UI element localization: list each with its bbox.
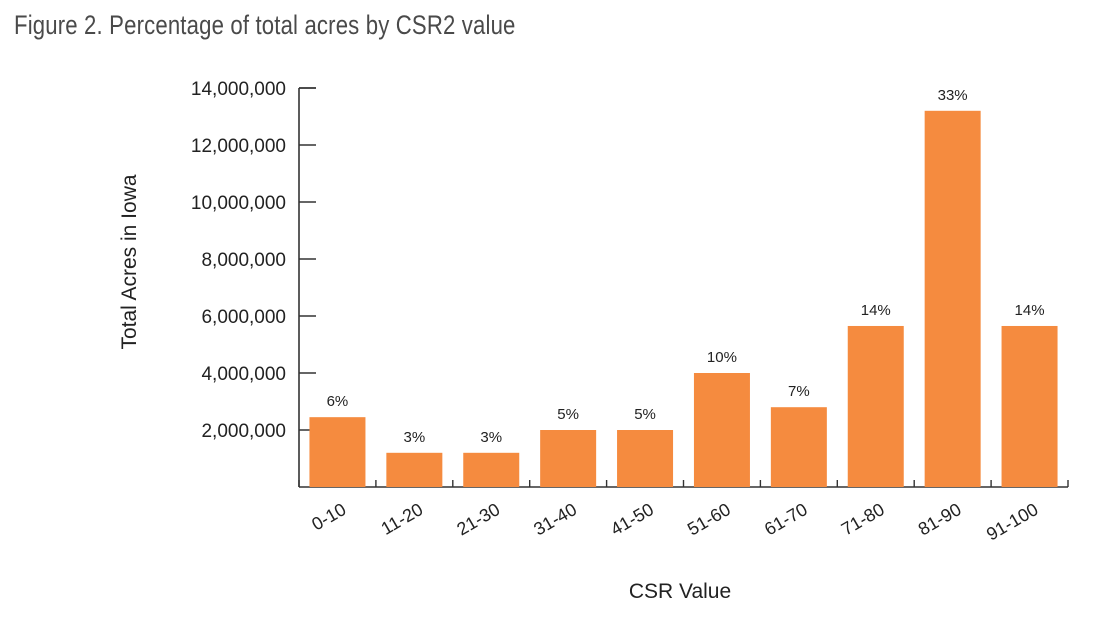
bar <box>463 452 520 487</box>
x-category-label: 31-40 <box>530 499 580 539</box>
bar <box>1001 325 1058 487</box>
x-axis-title: CSR Value <box>629 580 731 603</box>
x-category-label: 61-70 <box>761 499 811 539</box>
bar-data-label: 7% <box>788 383 810 400</box>
y-tick-label: 12,000,000 <box>191 136 286 157</box>
bar-data-label: 3% <box>404 429 426 446</box>
y-axis: 2,000,000 4,000,000 6,000,000 8,000,000 10,0… <box>191 79 316 487</box>
data-labels-group: 6% 3% 3% 5% 5% 10% 7% 14% 33% 14% <box>327 87 1045 446</box>
bar-data-label: 14% <box>861 302 891 319</box>
bar-data-label: 10% <box>707 349 737 366</box>
bar-data-label: 5% <box>557 406 579 423</box>
x-category-label: 21-30 <box>453 499 503 539</box>
x-category-label: 11-20 <box>378 499 427 539</box>
bar-data-label: 5% <box>634 406 656 423</box>
bar <box>693 373 750 487</box>
y-tick-label: 14,000,000 <box>191 79 286 100</box>
x-category-label: 41-50 <box>607 499 657 539</box>
figure-title: Figure 2. Percentage of total acres by C… <box>14 10 516 40</box>
bar-data-label: 3% <box>480 429 502 446</box>
bar <box>770 407 827 487</box>
bar <box>924 110 981 488</box>
y-tick-label: 4,000,000 <box>201 364 286 385</box>
bar <box>540 430 597 487</box>
bar-data-label: 14% <box>1015 302 1045 319</box>
x-category-label: 71-80 <box>838 499 888 539</box>
x-category-label: 91-100 <box>983 499 1042 544</box>
y-tick-label: 2,000,000 <box>201 421 286 442</box>
bar-data-label: 6% <box>327 393 349 410</box>
y-tick-label: 6,000,000 <box>201 307 286 328</box>
category-labels-group: 0-10 11-20 21-30 31-40 41-50 51-60 61-70 71-80 8… <box>308 499 1041 544</box>
x-category-label: 81-90 <box>915 499 965 539</box>
x-category-label: 0-10 <box>308 499 349 534</box>
y-tick-label: 10,000,000 <box>191 193 286 214</box>
bar <box>309 417 366 487</box>
y-tick-label: 8,000,000 <box>201 250 286 271</box>
y-axis-title: Total Acres in Iowa <box>118 174 141 349</box>
bars-group <box>309 110 1058 488</box>
bar-data-label: 33% <box>938 87 968 104</box>
x-category-label: 51-60 <box>684 499 734 539</box>
bar <box>386 452 443 487</box>
bar <box>847 325 904 487</box>
bar <box>617 430 674 487</box>
